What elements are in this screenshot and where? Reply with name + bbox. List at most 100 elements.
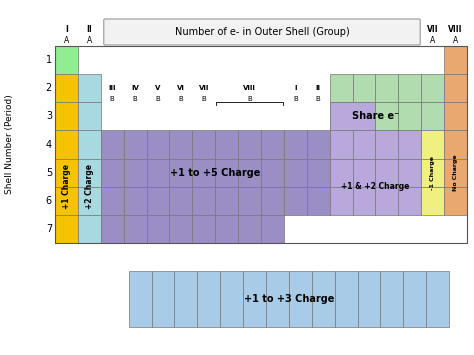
- Text: A: A: [407, 36, 412, 45]
- Bar: [353, 187, 375, 215]
- Bar: [101, 187, 124, 215]
- Bar: [375, 130, 398, 159]
- Bar: [421, 102, 444, 130]
- Text: -1 Charge: -1 Charge: [430, 155, 435, 190]
- Bar: [101, 130, 124, 159]
- Text: 4: 4: [46, 140, 52, 149]
- Bar: [312, 271, 335, 327]
- Text: I: I: [294, 85, 297, 91]
- Text: Number of e- in Outer Shell (Group): Number of e- in Outer Shell (Group): [174, 27, 349, 37]
- Bar: [329, 159, 353, 187]
- Bar: [78, 187, 101, 215]
- Text: B: B: [155, 96, 160, 102]
- Bar: [398, 159, 421, 187]
- Bar: [192, 215, 215, 243]
- Bar: [192, 130, 215, 159]
- Text: No Charge: No Charge: [453, 154, 458, 191]
- Bar: [426, 271, 449, 327]
- Bar: [238, 187, 261, 215]
- Bar: [146, 159, 169, 187]
- Text: VII: VII: [427, 25, 438, 34]
- Text: II: II: [316, 85, 321, 91]
- Text: 6: 6: [46, 196, 52, 206]
- Text: B: B: [110, 96, 115, 102]
- Text: 5: 5: [46, 168, 52, 178]
- Text: IV: IV: [131, 85, 139, 91]
- Text: V: V: [155, 85, 161, 91]
- Bar: [329, 74, 353, 102]
- Bar: [55, 46, 467, 243]
- Bar: [146, 215, 169, 243]
- Bar: [289, 271, 312, 327]
- Bar: [146, 130, 169, 159]
- Bar: [192, 159, 215, 187]
- Bar: [421, 74, 444, 102]
- Bar: [55, 130, 78, 159]
- FancyBboxPatch shape: [104, 19, 420, 45]
- Bar: [329, 102, 353, 130]
- Bar: [375, 74, 398, 102]
- Bar: [78, 130, 101, 159]
- Bar: [444, 187, 467, 215]
- Bar: [146, 187, 169, 215]
- Text: +2 Charge: +2 Charge: [85, 164, 94, 209]
- Bar: [444, 102, 467, 130]
- Text: +1 Charge: +1 Charge: [62, 164, 71, 209]
- Bar: [169, 130, 192, 159]
- Text: B: B: [179, 96, 183, 102]
- Bar: [169, 187, 192, 215]
- Text: 2: 2: [46, 83, 52, 93]
- Bar: [444, 74, 467, 102]
- Bar: [55, 215, 78, 243]
- Text: Shell Number (Period): Shell Number (Period): [6, 95, 15, 195]
- Bar: [101, 215, 124, 243]
- Bar: [284, 130, 307, 159]
- Text: B: B: [133, 96, 137, 102]
- Bar: [266, 271, 289, 327]
- Bar: [375, 102, 398, 130]
- Text: A: A: [87, 36, 92, 45]
- Bar: [307, 187, 329, 215]
- Bar: [169, 215, 192, 243]
- Bar: [55, 74, 78, 102]
- Text: B: B: [293, 96, 298, 102]
- Bar: [124, 215, 146, 243]
- Bar: [215, 159, 238, 187]
- Bar: [375, 187, 398, 215]
- Text: 1: 1: [46, 55, 52, 65]
- Text: B: B: [201, 96, 206, 102]
- Text: VI: VI: [405, 25, 414, 34]
- Bar: [421, 187, 444, 215]
- Text: A: A: [64, 36, 69, 45]
- Text: +1 to +5 Charge: +1 to +5 Charge: [170, 168, 260, 178]
- Text: III: III: [109, 85, 116, 91]
- Bar: [398, 187, 421, 215]
- Bar: [329, 130, 353, 159]
- Bar: [353, 130, 375, 159]
- Text: VI: VI: [177, 85, 185, 91]
- Text: 3: 3: [46, 111, 52, 121]
- Bar: [335, 271, 357, 327]
- Bar: [398, 102, 421, 130]
- Bar: [329, 102, 375, 130]
- Bar: [261, 215, 284, 243]
- Bar: [78, 102, 101, 130]
- Text: A: A: [361, 36, 366, 45]
- Bar: [124, 187, 146, 215]
- Bar: [174, 271, 197, 327]
- Bar: [124, 159, 146, 187]
- Bar: [78, 159, 101, 187]
- Bar: [444, 159, 467, 187]
- Bar: [128, 271, 152, 327]
- Text: A: A: [338, 36, 344, 45]
- Bar: [152, 271, 174, 327]
- Bar: [78, 215, 101, 243]
- Bar: [444, 130, 467, 159]
- Bar: [353, 102, 375, 130]
- Text: VIII: VIII: [243, 85, 256, 91]
- Bar: [421, 130, 444, 159]
- Text: II: II: [86, 25, 92, 34]
- Bar: [55, 102, 78, 130]
- Text: B: B: [247, 96, 252, 102]
- Bar: [215, 187, 238, 215]
